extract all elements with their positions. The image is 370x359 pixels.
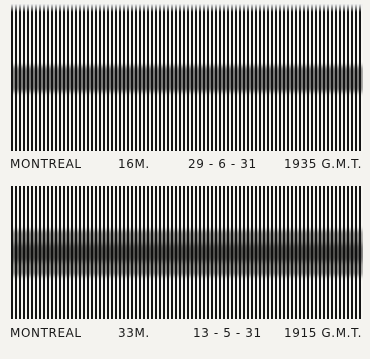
caption-location: MONTREAL bbox=[10, 157, 82, 171]
caption-time: 1935 G.M.T. bbox=[284, 157, 362, 171]
caption-wavelength: 33M. bbox=[118, 326, 150, 340]
caption-date: 13 - 5 - 31 bbox=[193, 326, 262, 340]
record-caption-2: MONTREAL 33M. 13 - 5 - 31 1915 G.M.T. bbox=[10, 326, 364, 342]
record-caption-1: MONTREAL 16M. 29 - 6 - 31 1935 G.M.T. bbox=[10, 157, 364, 173]
signal-record-image-2 bbox=[11, 186, 363, 319]
caption-date: 29 - 6 - 31 bbox=[188, 157, 257, 171]
caption-time: 1915 G.M.T. bbox=[284, 326, 362, 340]
signal-fading-band bbox=[11, 66, 363, 92]
caption-wavelength: 16M. bbox=[118, 157, 150, 171]
signal-record-image-1 bbox=[11, 4, 363, 151]
signal-fading-band-core bbox=[11, 244, 363, 262]
signal-fading-band bbox=[11, 230, 363, 276]
caption-location: MONTREAL bbox=[10, 326, 82, 340]
